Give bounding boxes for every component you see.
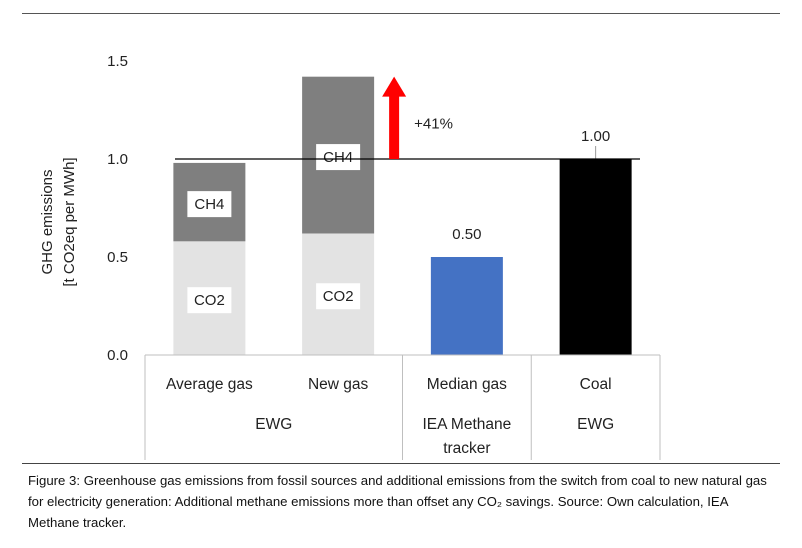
segment-label-co2-box — [316, 283, 361, 310]
x-tick-label: New gas — [308, 376, 369, 393]
top-rule — [22, 13, 780, 14]
data-label: 1.00 — [581, 128, 610, 145]
x-tick-label: Average gas — [166, 376, 253, 393]
bar-median-gas — [430, 257, 503, 355]
y-axis-title-line-2: [t CO2eq per MWh] — [61, 157, 78, 286]
segment-label-co2: CO2 — [194, 292, 225, 309]
group-label: tracker — [443, 440, 490, 457]
group-label: EWG — [577, 416, 614, 433]
caption-rule — [22, 463, 780, 464]
bar-coal — [559, 159, 632, 355]
group-label: EWG — [255, 416, 292, 433]
annotation-label: +41% — [414, 116, 453, 133]
segment-label-ch4-box — [187, 191, 232, 218]
increase-arrow-head — [382, 76, 407, 97]
segment-label-ch4: CH4 — [323, 149, 353, 166]
y-tick-label: 1.5 — [107, 53, 128, 70]
y-tick-label: 1.0 — [107, 151, 128, 168]
y-axis-title-line-1: GHG emissions — [39, 169, 56, 274]
segment-label-co2-box — [187, 287, 232, 314]
emissions-bar-chart: GHG emissions [t CO2eq per MWh] 0.0 0.5 1.0 1… — [39, 53, 661, 460]
y-tick-label: 0.5 — [107, 249, 128, 266]
segment-label-ch4-box — [316, 144, 361, 171]
y-tick-label: 0.0 — [107, 347, 128, 364]
increase-arrow-shaft — [389, 94, 400, 159]
group-label: IEA Methane — [422, 416, 511, 433]
figure-caption: Figure 3: Greenhouse gas emissions from … — [28, 473, 767, 530]
x-tick-label: Median gas — [427, 376, 507, 393]
x-tick-label: Coal — [580, 376, 612, 393]
data-label: 0.50 — [452, 226, 481, 243]
segment-label-ch4: CH4 — [194, 196, 224, 213]
segment-label-co2: CO2 — [323, 288, 354, 305]
